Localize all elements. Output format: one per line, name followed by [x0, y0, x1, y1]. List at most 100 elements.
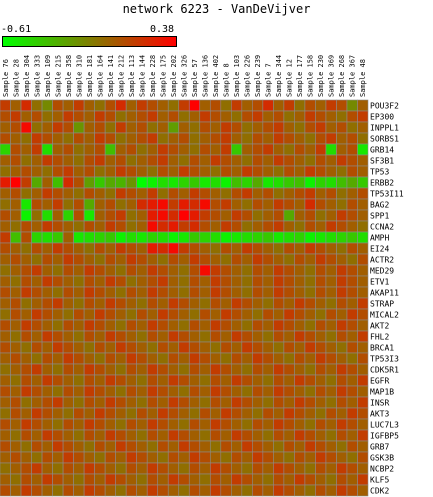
- heatmap-cell: [31, 484, 43, 497]
- heatmap-cell: [41, 132, 53, 145]
- heatmap-cell: [115, 396, 127, 409]
- heatmap-cell: [199, 385, 211, 398]
- heatmap-cell: [188, 231, 201, 244]
- heatmap-cell: [0, 242, 11, 255]
- heatmap-cell: [146, 440, 159, 453]
- heatmap-cell: [283, 165, 295, 178]
- heatmap-cell: [346, 319, 358, 332]
- heatmap-cell: [20, 396, 32, 409]
- heatmap-cell: [136, 341, 148, 354]
- heatmap-cell: [294, 220, 306, 233]
- heatmap-cell: [209, 308, 222, 321]
- heatmap-cell: [73, 330, 85, 343]
- heatmap-cell: [0, 297, 11, 310]
- heatmap-cell: [167, 264, 180, 277]
- heatmap-cell: [41, 176, 53, 189]
- heatmap-cell: [231, 440, 243, 453]
- heatmap-cell: [115, 440, 127, 453]
- heatmap-cell: [136, 176, 148, 189]
- heatmap-cell: [136, 253, 148, 266]
- heatmap-cell: [125, 429, 137, 442]
- heatmap-cell: [10, 132, 22, 145]
- heatmap-cell: [73, 440, 85, 453]
- heatmap-cell: [20, 418, 32, 431]
- heatmap-cell: [10, 242, 22, 255]
- row-label: ETV1: [370, 278, 389, 287]
- heatmap-cell: [188, 462, 201, 475]
- heatmap-cell: [315, 264, 327, 277]
- heatmap-cell: [304, 319, 316, 332]
- heatmap-cell: [231, 176, 243, 189]
- heatmap-cell: [31, 264, 43, 277]
- heatmap-cell: [252, 429, 264, 442]
- heatmap-cell: [357, 341, 369, 354]
- heatmap-cell: [20, 352, 32, 365]
- heatmap-cell: [52, 440, 64, 453]
- heatmap-cell: [10, 484, 22, 497]
- heatmap-cell: [52, 187, 64, 200]
- heatmap-cell: [188, 385, 201, 398]
- heatmap-cell: [41, 385, 53, 398]
- heatmap-cell: [94, 385, 106, 398]
- heatmap-cell: [31, 407, 43, 420]
- heatmap-cell: [199, 165, 211, 178]
- heatmap-cell: [325, 297, 337, 310]
- heatmap-cell: [199, 231, 211, 244]
- heatmap-cell: [146, 363, 159, 376]
- heatmap-cell: [252, 143, 264, 156]
- heatmap-cell: [178, 396, 190, 409]
- heatmap-cell: [294, 165, 306, 178]
- heatmap-cell: [94, 440, 106, 453]
- heatmap-cell: [41, 231, 53, 244]
- heatmap-cell: [262, 352, 274, 365]
- heatmap-cell: [178, 462, 190, 475]
- heatmap-cell: [188, 187, 201, 200]
- heatmap-cell: [336, 220, 348, 233]
- heatmap-cell: [188, 242, 201, 255]
- heatmap-cell: [336, 341, 348, 354]
- heatmap-cell: [220, 385, 232, 398]
- heatmap-cell: [241, 352, 253, 365]
- heatmap-cell: [136, 440, 148, 453]
- heatmap-cell: [0, 418, 11, 431]
- heatmap-cell: [262, 132, 274, 145]
- heatmap-cell: [199, 330, 211, 343]
- heatmap-cell: [10, 187, 22, 200]
- heatmap-cell: [220, 286, 232, 299]
- heatmap-cell: [0, 451, 11, 464]
- heatmap-cell: [157, 275, 169, 288]
- heatmap-cell: [325, 275, 337, 288]
- heatmap-cell: [357, 429, 369, 442]
- heatmap-cell: [104, 154, 116, 167]
- row-label: MICAL2: [370, 311, 399, 320]
- heatmap-cell: [167, 330, 180, 343]
- heatmap-cell: [357, 396, 369, 409]
- heatmap-cell: [31, 440, 43, 453]
- heatmap-cell: [325, 242, 337, 255]
- heatmap-cell: [273, 418, 285, 431]
- heatmap-cell: [252, 99, 264, 112]
- heatmap-cell: [231, 374, 243, 387]
- heatmap-cell: [188, 451, 201, 464]
- heatmap-cell: [188, 484, 201, 497]
- heatmap-cell: [115, 143, 127, 156]
- heatmap-cell: [52, 418, 64, 431]
- heatmap-cell: [252, 253, 264, 266]
- heatmap-cell: [104, 374, 116, 387]
- heatmap-cell: [220, 176, 232, 189]
- heatmap-cell: [52, 363, 64, 376]
- heatmap-cell: [125, 451, 137, 464]
- heatmap-cell: [304, 341, 316, 354]
- heatmap-cell: [209, 220, 222, 233]
- heatmap-cell: [241, 385, 253, 398]
- heatmap-cell: [83, 319, 95, 332]
- heatmap-cell: [157, 286, 169, 299]
- heatmap-cell: [125, 275, 137, 288]
- heatmap-cell: [199, 363, 211, 376]
- heatmap-cell: [273, 440, 285, 453]
- heatmap-cell: [94, 242, 106, 255]
- heatmap-cell: [0, 132, 11, 145]
- heatmap-cell: [252, 110, 264, 123]
- heatmap-cell: [357, 385, 369, 398]
